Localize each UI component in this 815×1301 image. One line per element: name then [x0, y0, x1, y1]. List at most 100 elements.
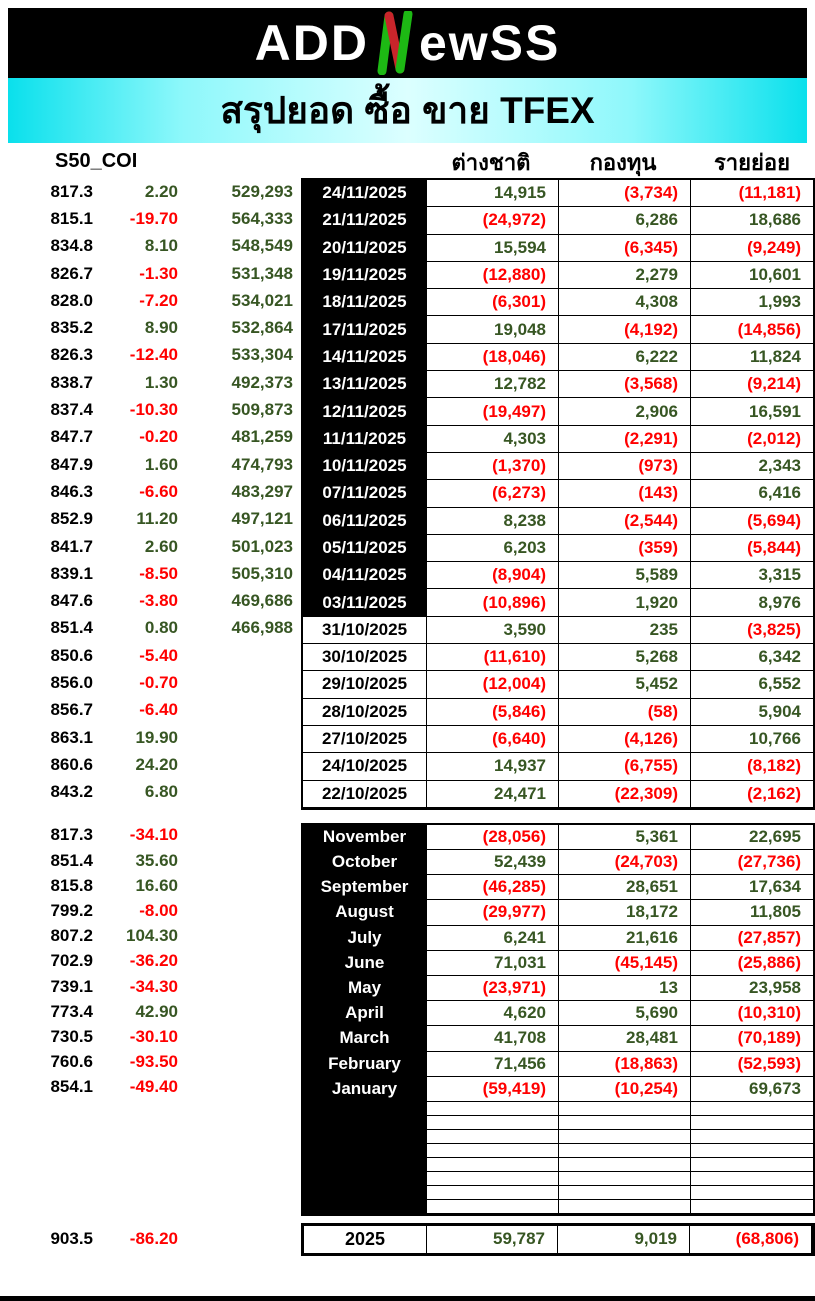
total-oi-cell [178, 1226, 293, 1253]
retail-cell: (70,189) [691, 1026, 813, 1052]
close-cell: 847.9 [50, 454, 93, 474]
change-cell: -10.30 [129, 400, 178, 420]
total-foreign-cell: 59,787 [427, 1225, 558, 1253]
left-values-row: 807.2 104.30 [8, 924, 293, 949]
close-cell: 815.8 [50, 875, 93, 895]
oi-cell: 533,304 [231, 345, 293, 365]
flows-row: 30/10/2025 (11,610) 5,268 6,342 [303, 644, 813, 672]
foreign-cell [427, 1115, 559, 1130]
retail-cell: (2,012) [691, 426, 813, 453]
retail-cell: (52,593) [691, 1052, 813, 1077]
left-values-row: 852.9 11.20 497,121 [8, 506, 293, 533]
close-cell: 846.3 [50, 481, 93, 501]
oi-cell: 531,348 [231, 263, 293, 283]
fund-cell: (10,254) [559, 1076, 691, 1102]
oi-cell [178, 1050, 293, 1075]
change-cell: 42.90 [135, 1001, 178, 1021]
foreign-cell: 4,620 [427, 1001, 559, 1027]
retail-cell: 18,686 [691, 207, 813, 235]
fund-cell [559, 1185, 691, 1200]
month-cell [303, 1115, 427, 1130]
fund-cell [559, 1171, 691, 1186]
left-values-row: 851.4 0.80 466,988 [8, 615, 293, 642]
flows-row [303, 1143, 813, 1158]
flows-row: 22/10/2025 24,471 (22,309) (2,162) [303, 780, 813, 808]
foreign-cell: 3,590 [427, 616, 559, 645]
oi-cell [178, 724, 293, 751]
daily-left-columns: 817.3 2.20 529,293 815.1 -19.70 564,333 834.8 8… [8, 178, 293, 806]
oi-cell [178, 697, 293, 724]
date-cell: 13/11/2025 [303, 371, 427, 399]
oi-cell: 505,310 [231, 563, 293, 583]
oi-cell: 534,021 [231, 290, 293, 310]
close-cell: 828.0 [50, 290, 93, 310]
oi-cell [178, 1075, 293, 1100]
month-cell: July [303, 925, 427, 951]
logo-bar: ADD ewSS [8, 8, 807, 78]
close-cell: 760.6 [50, 1052, 93, 1072]
flows-row: 19/11/2025 (12,880) 2,279 10,601 [303, 261, 813, 290]
monthly-section: 817.3 -34.10 851.4 35.60 815.8 16.60 799.2 -8.0… [8, 822, 815, 1216]
close-cell: 773.4 [50, 1001, 93, 1021]
left-values-row: 702.9 -36.20 [8, 949, 293, 974]
fund-cell [559, 1101, 691, 1116]
fund-cell: 5,589 [559, 562, 691, 590]
left-values-row: 826.3 -12.40 533,304 [8, 342, 293, 369]
change-cell: -6.60 [139, 481, 178, 501]
page-title: สรุปยอด ซื้อ ขาย TFEX [220, 90, 595, 131]
date-cell: 11/11/2025 [303, 425, 427, 453]
month-cell: October [303, 850, 427, 876]
date-cell: 30/10/2025 [303, 644, 427, 672]
oi-cell: 497,121 [231, 509, 293, 529]
fund-cell: (6,345) [559, 234, 691, 262]
fund-cell: (45,145) [559, 950, 691, 976]
flows-row: June 71,031 (45,145) (25,886) [303, 950, 813, 976]
fund-cell: 28,651 [559, 875, 691, 901]
left-values-row: 843.2 6.80 [8, 779, 293, 806]
foreign-cell [427, 1185, 559, 1200]
month-cell: November [303, 824, 427, 851]
oi-cell: 532,864 [231, 318, 293, 338]
fund-cell: 28,481 [559, 1026, 691, 1052]
retail-cell: 23,958 [691, 976, 813, 1002]
retail-cell [691, 1102, 813, 1116]
fund-cell: (22,309) [559, 780, 691, 808]
change-cell: -7.20 [139, 290, 178, 310]
flows-row: 17/11/2025 19,048 (4,192) (14,856) [303, 316, 813, 344]
close-cell: 856.7 [50, 700, 93, 720]
close-cell: 702.9 [50, 951, 93, 971]
change-cell: 1.30 [144, 372, 178, 392]
oi-cell: 481,259 [231, 427, 293, 447]
flows-row: 28/10/2025 (5,846) (58) 5,904 [303, 698, 813, 726]
change-cell: 11.20 [136, 509, 178, 529]
oi-cell [178, 848, 293, 873]
change-cell: 1.60 [144, 454, 178, 474]
symbol-cell: S50_COI [8, 145, 293, 178]
retail-cell: 6,552 [691, 671, 813, 699]
foreign-cell: 15,594 [427, 234, 559, 262]
change-cell: 8.90 [144, 318, 178, 338]
flows-row: 06/11/2025 8,238 (2,544) (5,694) [303, 507, 813, 535]
retail-cell: 69,673 [691, 1077, 813, 1102]
foreign-cell: 6,203 [427, 534, 559, 563]
monthly-left-columns: 817.3 -34.10 851.4 35.60 815.8 16.60 799.2 -8.0… [8, 823, 293, 1100]
foreign-cell: (8,904) [427, 562, 559, 590]
left-values-row: 850.6 -5.40 [8, 642, 293, 669]
date-cell: 04/11/2025 [303, 562, 427, 590]
oi-cell: 466,988 [231, 618, 293, 638]
total-change-cell: -86.20 [129, 1229, 178, 1249]
left-values-row: 817.3 2.20 529,293 [8, 178, 293, 205]
month-cell: February [303, 1051, 427, 1077]
retail-cell: (27,857) [691, 926, 813, 951]
close-cell: 817.3 [50, 181, 93, 201]
date-cell: 27/10/2025 [303, 725, 427, 754]
oi-cell: 501,023 [231, 536, 293, 556]
oi-cell: 564,333 [231, 208, 293, 228]
change-cell: -12.40 [129, 345, 178, 365]
foreign-cell: 71,456 [427, 1051, 559, 1077]
close-cell: 826.7 [50, 263, 93, 283]
oi-cell: 483,297 [231, 481, 293, 501]
retail-cell: (10,310) [691, 1001, 813, 1027]
left-values-row: 730.5 -30.10 [8, 1024, 293, 1049]
foreign-cell: (6,273) [427, 480, 559, 508]
